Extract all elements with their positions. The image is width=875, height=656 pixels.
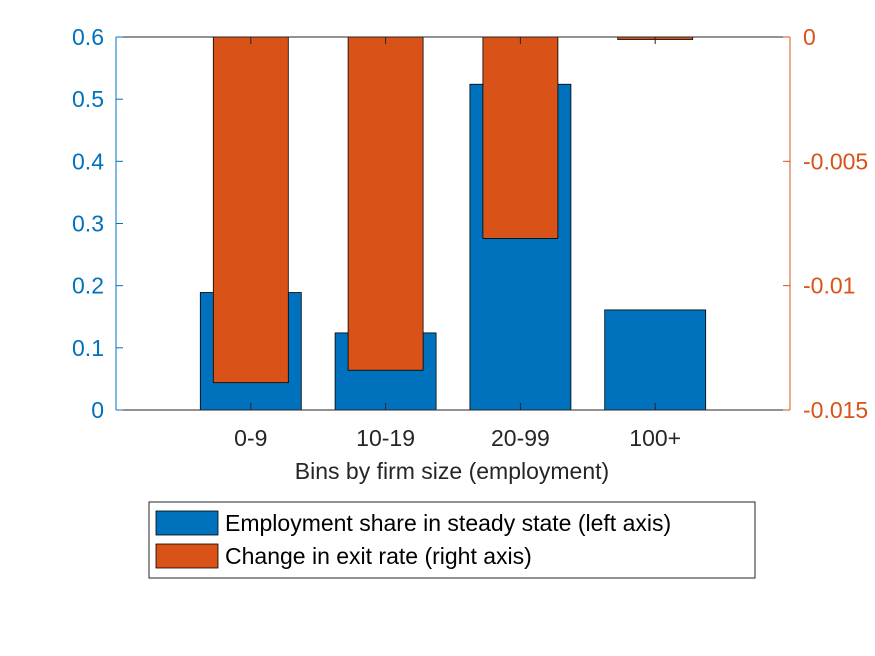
legend-box — [148, 501, 756, 579]
x-tick-label: 100+ — [629, 425, 681, 451]
legend-swatch — [155, 543, 219, 569]
x-axis-ticks: 0-9 10-19 20-99 100+ — [234, 37, 681, 451]
right-tick-label: -0.015 — [803, 397, 868, 423]
left-axis-ticks: 0 0.1 0.2 0.3 0.4 0.5 0.6 — [72, 24, 123, 423]
exit-rate-change-bars — [212, 36, 694, 384]
left-tick-label: 0.6 — [72, 24, 104, 50]
exit-rate-change-bar — [347, 36, 424, 371]
right-tick-label: 0 — [803, 24, 816, 50]
right-tick-label: -0.005 — [803, 148, 868, 174]
left-tick-label: 0.2 — [72, 273, 104, 299]
x-tick-label: 10-19 — [356, 425, 415, 451]
x-tick-label: 20-99 — [491, 425, 550, 451]
left-tick-label: 0 — [91, 397, 104, 423]
legend: Employment share in steady state (left a… — [148, 501, 756, 579]
left-tick-label: 0.5 — [72, 86, 104, 112]
left-tick-label: 0.3 — [72, 211, 104, 237]
left-tick-label: 0.1 — [72, 335, 104, 361]
left-tick-label: 0.4 — [72, 148, 104, 174]
x-axis-label: Bins by firm size (employment) — [295, 458, 609, 484]
legend-swatch — [155, 510, 219, 536]
right-tick-label: -0.01 — [803, 273, 855, 299]
right-axis-ticks: -0.015 -0.01 -0.005 0 — [783, 24, 868, 423]
x-tick-label: 0-9 — [234, 425, 267, 451]
exit-rate-change-bar — [482, 36, 559, 239]
exit-rate-change-bar — [212, 36, 289, 384]
legend-label: Change in exit rate (right axis) — [225, 543, 532, 569]
employment-share-bar — [604, 309, 707, 411]
legend-label: Employment share in steady state (left a… — [225, 510, 671, 536]
